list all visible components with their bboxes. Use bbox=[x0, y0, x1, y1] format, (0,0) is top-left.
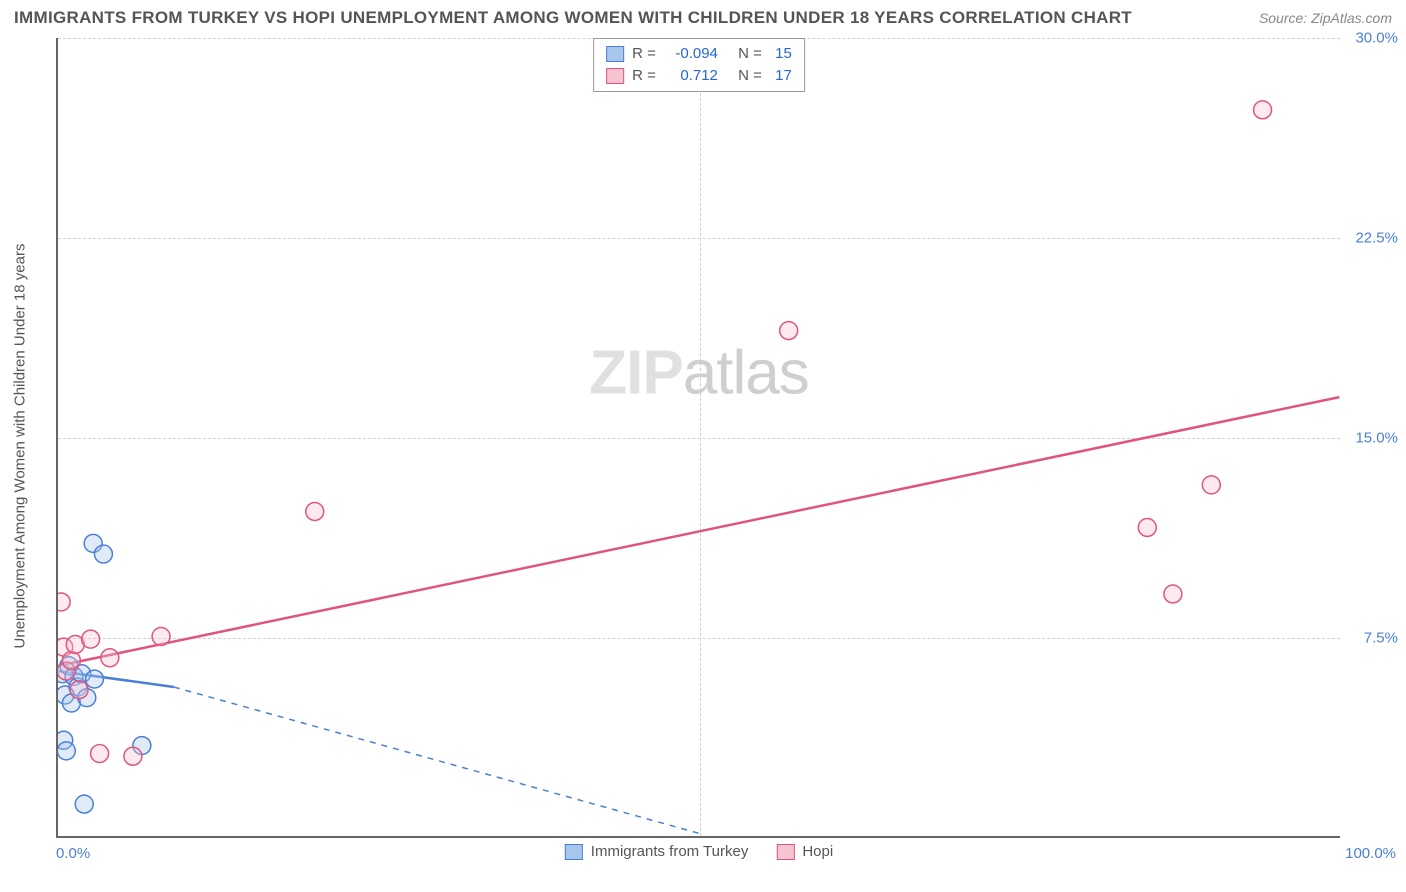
legend-n-label: N = bbox=[738, 43, 762, 65]
correlation-legend: R = -0.094 N = 15 R = 0.712 N = 17 bbox=[593, 38, 805, 92]
x-tick-label: 0.0% bbox=[56, 845, 90, 862]
data-point bbox=[152, 628, 170, 646]
legend-r-hopi: 0.712 bbox=[664, 65, 718, 87]
data-point bbox=[124, 747, 142, 765]
y-tick-label: 15.0% bbox=[1346, 430, 1398, 447]
data-point bbox=[94, 545, 112, 563]
legend-item-turkey: Immigrants from Turkey bbox=[565, 843, 749, 860]
legend-swatch-hopi bbox=[606, 68, 624, 84]
legend-n-hopi: 17 bbox=[770, 65, 792, 87]
chart-title: IMMIGRANTS FROM TURKEY VS HOPI UNEMPLOYM… bbox=[14, 8, 1132, 28]
trend-dash-turkey bbox=[174, 687, 699, 833]
data-point bbox=[75, 795, 93, 813]
data-point bbox=[85, 670, 103, 688]
y-axis-label: Unemployment Among Women with Children U… bbox=[12, 244, 29, 649]
y-tick-label: 22.5% bbox=[1346, 230, 1398, 247]
data-point bbox=[1202, 476, 1220, 494]
data-point bbox=[70, 681, 88, 699]
data-point bbox=[780, 322, 798, 340]
legend-item-hopi: Hopi bbox=[776, 843, 833, 860]
legend-swatch-turkey bbox=[606, 46, 624, 62]
plot-area: ZIPatlas R = -0.094 N = 15 R = 0.712 N =… bbox=[56, 38, 1340, 838]
legend-n-turkey: 15 bbox=[770, 43, 792, 65]
legend-n-label: N = bbox=[738, 65, 762, 87]
data-point bbox=[1164, 585, 1182, 603]
data-point bbox=[91, 745, 109, 763]
data-point bbox=[58, 593, 70, 611]
legend-r-turkey: -0.094 bbox=[664, 43, 718, 65]
data-point bbox=[101, 649, 119, 667]
y-tick-label: 30.0% bbox=[1346, 30, 1398, 47]
legend-r-label: R = bbox=[632, 65, 656, 87]
legend-swatch-turkey-2 bbox=[565, 844, 583, 860]
legend-swatch-hopi-2 bbox=[776, 844, 794, 860]
source-label: Source: ZipAtlas.com bbox=[1259, 10, 1392, 26]
legend-row-turkey: R = -0.094 N = 15 bbox=[606, 43, 792, 65]
legend-label-hopi: Hopi bbox=[802, 843, 833, 860]
legend-row-hopi: R = 0.712 N = 17 bbox=[606, 65, 792, 87]
y-tick-label: 7.5% bbox=[1346, 630, 1398, 647]
plot-svg bbox=[58, 38, 1340, 836]
data-point bbox=[62, 651, 80, 669]
data-point bbox=[58, 742, 75, 760]
series-legend: Immigrants from Turkey Hopi bbox=[565, 843, 833, 860]
legend-label-turkey: Immigrants from Turkey bbox=[591, 843, 749, 860]
data-point bbox=[306, 503, 324, 521]
data-point bbox=[1138, 518, 1156, 536]
data-point bbox=[82, 630, 100, 648]
x-tick-label: 100.0% bbox=[1345, 845, 1396, 862]
data-point bbox=[1254, 101, 1272, 119]
legend-r-label: R = bbox=[632, 43, 656, 65]
header-bar: IMMIGRANTS FROM TURKEY VS HOPI UNEMPLOYM… bbox=[14, 8, 1392, 28]
